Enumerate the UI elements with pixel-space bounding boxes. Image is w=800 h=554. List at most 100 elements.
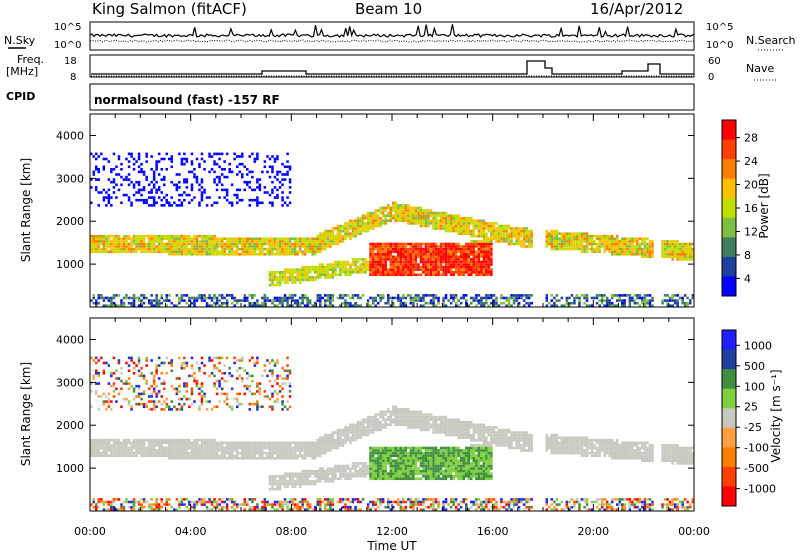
power-cell [228,247,231,251]
velocity-cell [105,395,108,398]
power-cell [459,219,463,223]
power-cell [356,294,360,297]
velocity-cell [140,454,143,457]
power-cell [331,237,335,241]
power-cell [97,237,101,241]
power-cell [616,240,619,243]
power-cell [530,294,533,297]
velocity-cell [112,382,116,385]
power-cell [324,242,327,246]
velocity-cell [135,438,138,442]
velocity-cell [97,372,101,375]
velocity-cell [251,441,254,445]
power-cell [168,253,171,256]
power-cell [434,265,438,269]
power-cell [651,242,654,246]
power-cell [507,304,511,307]
power-cell [402,296,405,300]
power-cell [482,296,486,300]
power-cell [203,299,206,302]
velocity-cell [311,444,315,447]
power-cell [293,240,297,243]
power-cell [168,247,171,251]
power-cell [296,299,299,302]
power-cell [522,242,526,246]
power-cell [442,224,445,228]
velocity-cell [178,505,181,509]
power-cell [150,247,153,251]
power-cell [389,250,393,253]
velocity-cell [183,382,186,385]
power-cell [648,304,652,307]
power-cell [195,175,199,179]
velocity-cell [198,500,201,504]
power-cell [663,245,667,248]
velocity-cell [286,454,289,457]
power-cell [248,247,252,251]
velocity-cell [248,454,252,457]
power-cell [286,160,289,163]
power-cell [271,253,274,256]
power-cell [387,204,390,207]
power-cell [137,245,141,248]
colorbar-swatch [722,256,736,277]
power-cell [376,260,380,264]
power-cell [359,219,362,223]
velocity-cell [288,500,292,504]
power-cell [339,224,342,228]
power-cell [205,301,209,305]
power-cell [188,250,191,253]
power-cell [142,242,146,246]
power-cell [251,304,254,307]
velocity-cell [248,390,252,393]
power-cell [379,211,382,215]
power-cell [366,304,370,307]
velocity-cell [218,361,221,365]
power-cell [110,204,113,207]
velocity-cell [125,446,128,450]
power-cell [349,268,352,271]
velocity-cell [97,500,101,504]
velocity-cell [213,505,216,509]
power-cell [482,237,486,241]
power-cell [210,242,214,246]
power-cell [102,304,106,307]
velocity-cell [233,454,236,457]
power-cell [331,234,335,238]
power-cell [369,227,372,230]
velocity-cell [180,457,184,460]
velocity-cell [246,441,249,445]
power-cell [407,222,410,225]
velocity-cell [200,400,204,403]
power-cell [276,281,279,284]
power-cell [331,263,335,266]
power-cell [376,214,380,217]
power-cell [432,227,435,230]
velocity-cell [215,503,219,506]
velocity-cell [233,503,236,506]
velocity-cell [291,449,294,452]
velocity-cell [200,382,204,385]
power-cell [351,224,355,228]
power-cell [480,242,483,246]
power-cell [374,214,377,217]
power-cell [573,299,576,302]
velocity-cell [241,503,244,506]
power-cell [236,245,239,248]
velocity-cell [203,451,206,455]
power-cell [578,237,581,241]
velocity-cell [293,446,297,450]
power-cell [115,250,118,253]
power-cell [346,263,350,266]
velocity-cell [283,482,287,486]
power-cell [316,271,320,274]
power-cell [462,258,466,261]
power-cell [470,258,473,261]
velocity-cell [241,444,244,447]
power-cell [288,253,292,256]
power-cell [321,263,325,266]
power-cell [392,301,395,305]
velocity-cell [100,500,103,504]
power-cell [276,193,279,197]
power-cell [142,170,146,174]
